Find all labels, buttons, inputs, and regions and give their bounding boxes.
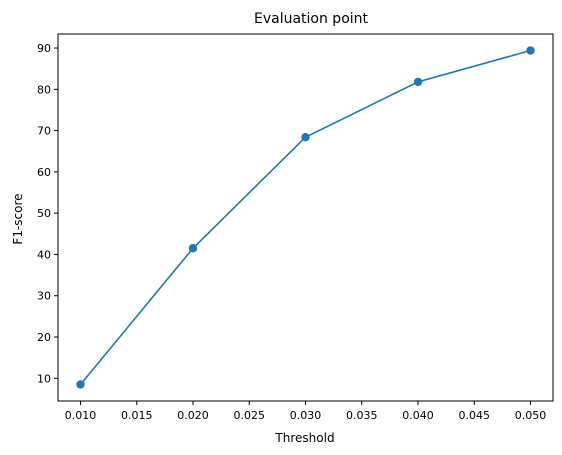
y-tick-label: 70 [37,125,51,138]
data-point [413,77,423,87]
x-tick-label: 0.010 [65,409,97,422]
x-axis-label: Threshold [274,431,334,445]
y-tick-label: 60 [37,166,51,179]
y-tick-label: 80 [37,83,51,96]
data-point [76,380,85,389]
x-tick-label: 0.015 [121,409,153,422]
x-tick-label: 0.020 [177,409,209,422]
x-tick-label: 0.030 [290,409,322,422]
x-tick-label: 0.040 [402,409,434,422]
data-point [188,244,198,253]
plot-frame [57,33,554,402]
y-tick-label: 50 [37,207,51,220]
y-axis-label: F1-score [11,193,25,244]
x-tick-label: 0.025 [234,409,266,422]
y-tick-label: 30 [37,290,51,303]
y-tick-label: 40 [37,248,51,261]
plot-area: 0.010 0.015 0.020 0.025 0.030 0.035 0.040 0.045… [37,33,554,422]
y-tick-label: 90 [37,42,51,55]
x-tick-label: 0.050 [515,409,547,422]
y-tick-label: 10 [37,372,51,385]
series-line [79,49,531,385]
data-point [526,46,535,55]
chart-title: Evaluation point [254,11,369,27]
y-tick-label: 20 [37,331,51,344]
x-tick-label: 0.035 [346,409,378,422]
x-tick-label: 0.045 [459,409,491,422]
data-point [301,133,310,142]
